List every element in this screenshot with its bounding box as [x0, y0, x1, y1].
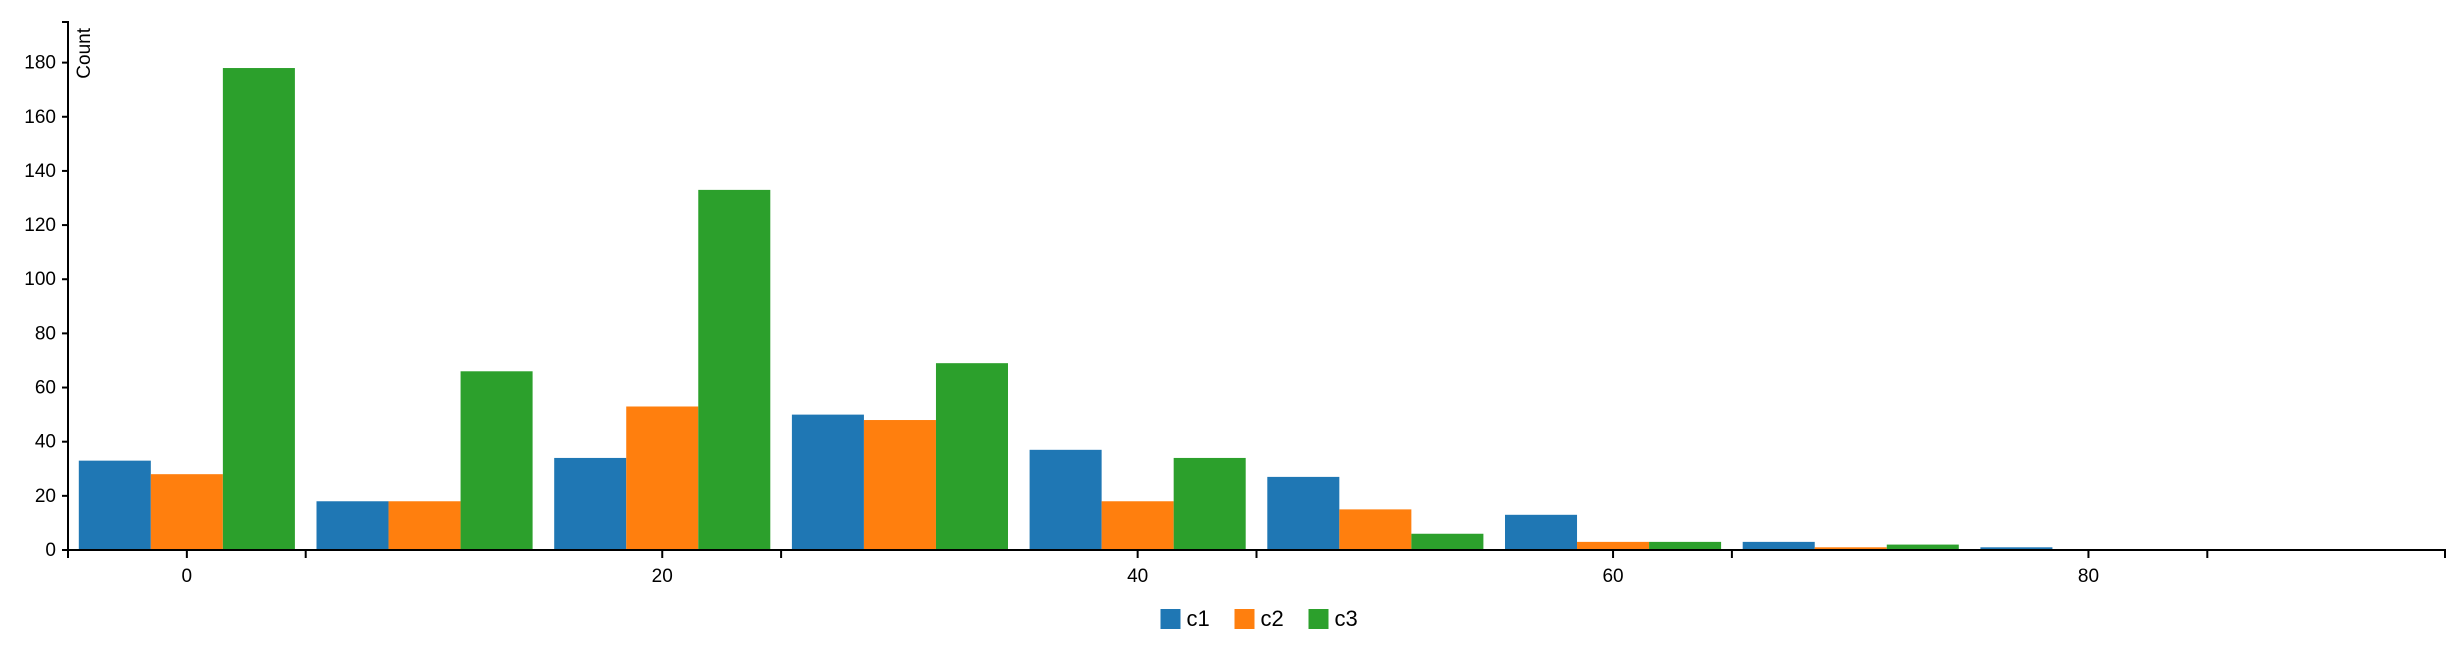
y-tick-label: 40 [35, 432, 56, 453]
y-tick-label: 100 [24, 269, 56, 290]
bar-c1-0 [78, 460, 151, 550]
y-axis: 0 20 40 60 80 100 120 140 160 180 [24, 21, 69, 561]
legend-item-c2: c2 [1234, 606, 1284, 631]
y-tick-label: 180 [24, 53, 56, 74]
bar-c2-2 [626, 406, 699, 550]
bar-c2-6 [1577, 541, 1650, 550]
y-tick-label: 160 [24, 107, 56, 128]
bar-c3-0 [222, 68, 295, 550]
bar-c1-2 [554, 457, 627, 550]
bar-c1-5 [1267, 476, 1340, 550]
bar-c2-7 [1814, 547, 1887, 550]
y-tick-label: 140 [24, 161, 56, 182]
bar-c3-6 [1649, 541, 1722, 550]
y-tick-label: 120 [24, 215, 56, 236]
y-axis-line [62, 21, 69, 551]
bar-c3-5 [1411, 533, 1484, 550]
bars-layer [78, 68, 2053, 550]
y-tick-label: 60 [35, 378, 56, 399]
y-tick-label: 80 [35, 323, 56, 344]
bar-c1-6 [1505, 514, 1578, 550]
bar-c1-4 [1029, 449, 1102, 550]
legend-item-c1: c1 [1160, 606, 1210, 631]
legend-label: c1 [1187, 606, 1210, 631]
legend-label: c3 [1335, 606, 1358, 631]
bar-c3-7 [1886, 544, 1959, 550]
x-tick-label: 20 [652, 566, 673, 587]
bar-c2-3 [863, 420, 936, 550]
y-tick-label: 20 [35, 486, 56, 507]
bar-c3-2 [698, 189, 771, 550]
legend-swatch [1160, 609, 1181, 629]
legend-item-c3: c3 [1308, 606, 1358, 631]
bar-c2-5 [1339, 509, 1412, 550]
legend-swatch [1308, 609, 1329, 629]
x-tick-label: 0 [182, 566, 193, 587]
bar-c3-1 [460, 371, 533, 550]
legend-label: c2 [1261, 606, 1284, 631]
legend: c1 c2 c3 [1160, 606, 1358, 631]
x-tick-label: 40 [1127, 566, 1148, 587]
bar-c3-3 [935, 363, 1008, 550]
bar-c3-4 [1173, 457, 1246, 550]
bar-c1-7 [1742, 541, 1815, 550]
bar-c1-8 [1980, 547, 2053, 550]
legend-swatch [1234, 609, 1255, 629]
bar-c2-1 [388, 501, 461, 550]
bar-c2-4 [1101, 501, 1174, 550]
bar-c1-3 [791, 414, 864, 550]
bar-c1-1 [316, 501, 389, 550]
y-tick-label: 0 [45, 540, 56, 561]
bar-c2-0 [150, 474, 223, 550]
x-axis: 0 20 40 60 80 [67, 549, 2446, 587]
x-tick-label: 60 [1602, 566, 1623, 587]
y-axis-title: Count [74, 27, 95, 78]
x-tick-label: 80 [2078, 566, 2099, 587]
